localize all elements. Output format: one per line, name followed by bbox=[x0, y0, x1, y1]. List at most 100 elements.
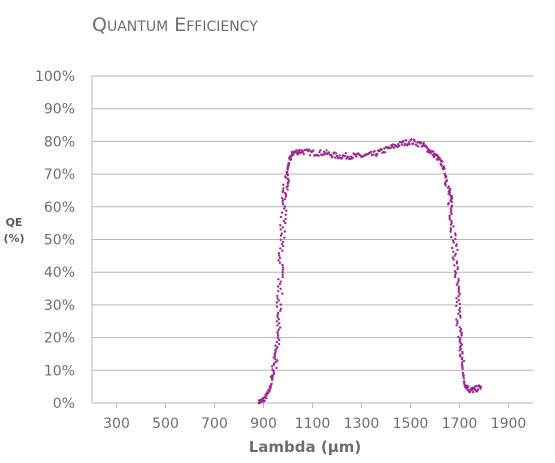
data-point bbox=[397, 142, 400, 146]
y-tick-label: 30% bbox=[44, 298, 75, 314]
y-tick-label: 40% bbox=[44, 265, 75, 281]
data-point bbox=[462, 380, 466, 383]
data-point bbox=[451, 239, 455, 242]
data-point bbox=[279, 247, 282, 250]
data-point bbox=[286, 168, 289, 171]
x-axis-ticks: 300 500 700 900 1100 1300 1500 1700 1900 bbox=[103, 403, 526, 432]
data-point bbox=[457, 308, 461, 311]
data-point bbox=[351, 156, 354, 159]
data-point bbox=[274, 344, 277, 347]
data-point bbox=[419, 141, 423, 144]
data-point bbox=[458, 310, 462, 313]
data-point bbox=[458, 302, 462, 306]
data-point bbox=[355, 155, 358, 158]
data-point bbox=[278, 342, 281, 346]
data-point bbox=[449, 207, 452, 210]
data-point bbox=[276, 311, 280, 315]
data-point bbox=[282, 244, 285, 248]
data-point bbox=[469, 390, 472, 393]
data-point bbox=[276, 330, 279, 333]
data-point bbox=[277, 252, 281, 255]
x-tick-label: 700 bbox=[201, 416, 228, 432]
data-point bbox=[307, 148, 311, 151]
data-point bbox=[460, 358, 464, 361]
chart-title: QUANTUM EFFICIENCY bbox=[92, 14, 258, 36]
x-tick-label: 300 bbox=[103, 416, 130, 432]
data-point bbox=[454, 273, 457, 277]
data-point bbox=[274, 357, 277, 361]
y-axis-label-line1: QE bbox=[6, 216, 23, 229]
data-point bbox=[422, 141, 425, 145]
data-point bbox=[308, 154, 312, 157]
data-point bbox=[292, 153, 295, 156]
data-point bbox=[402, 139, 405, 143]
y-tick-label: 70% bbox=[44, 167, 75, 183]
data-point bbox=[279, 234, 283, 237]
data-point bbox=[406, 143, 410, 146]
data-point bbox=[410, 138, 413, 141]
data-point bbox=[453, 264, 456, 267]
data-point bbox=[286, 177, 289, 181]
data-point bbox=[282, 219, 286, 223]
data-point bbox=[415, 144, 418, 147]
data-point bbox=[329, 153, 333, 157]
data-point bbox=[456, 322, 459, 325]
data-point bbox=[397, 144, 401, 148]
data-point bbox=[345, 157, 348, 160]
data-point bbox=[458, 355, 462, 358]
data-point bbox=[279, 280, 282, 283]
data-point bbox=[455, 244, 458, 248]
data-point bbox=[462, 359, 466, 362]
data-point bbox=[457, 291, 460, 294]
data-point bbox=[272, 356, 275, 359]
data-point bbox=[277, 259, 280, 262]
data-point bbox=[278, 282, 282, 286]
data-point bbox=[276, 324, 279, 327]
y-tick-label: 100% bbox=[35, 69, 75, 85]
data-point bbox=[279, 326, 282, 329]
data-point bbox=[479, 387, 482, 390]
data-point bbox=[279, 303, 282, 306]
data-point bbox=[280, 232, 284, 235]
data-point bbox=[322, 150, 326, 153]
data-point bbox=[380, 148, 383, 151]
data-point bbox=[265, 394, 268, 397]
y-axis-label-line2: (%) bbox=[3, 232, 24, 245]
data-point bbox=[279, 307, 283, 310]
data-point bbox=[450, 205, 453, 208]
data-point bbox=[457, 295, 460, 298]
data-point bbox=[281, 189, 285, 192]
data-point bbox=[287, 161, 291, 165]
data-point bbox=[276, 285, 280, 288]
data-point bbox=[284, 221, 287, 225]
data-point bbox=[371, 153, 375, 156]
data-point bbox=[263, 399, 266, 403]
data-point bbox=[270, 382, 273, 386]
data-point bbox=[286, 170, 289, 174]
data-point bbox=[276, 359, 279, 362]
data-point bbox=[472, 391, 475, 394]
data-point bbox=[404, 138, 408, 142]
data-point bbox=[281, 199, 284, 202]
data-point bbox=[457, 335, 460, 339]
data-point bbox=[276, 345, 279, 349]
data-point bbox=[455, 260, 459, 263]
data-point bbox=[373, 150, 376, 153]
data-point bbox=[431, 153, 434, 157]
data-point bbox=[382, 151, 385, 154]
data-point bbox=[404, 142, 407, 146]
data-point bbox=[452, 250, 455, 253]
data-point bbox=[278, 322, 281, 325]
data-point bbox=[411, 142, 415, 145]
data-point bbox=[282, 187, 285, 190]
data-point bbox=[338, 154, 341, 157]
data-point bbox=[335, 154, 339, 158]
data-point bbox=[457, 312, 460, 315]
data-point bbox=[281, 266, 285, 269]
data-point bbox=[312, 149, 315, 152]
data-point bbox=[461, 367, 464, 371]
data-point bbox=[275, 301, 279, 304]
data-point bbox=[454, 234, 457, 237]
data-point bbox=[348, 157, 352, 161]
data-point bbox=[269, 387, 272, 390]
